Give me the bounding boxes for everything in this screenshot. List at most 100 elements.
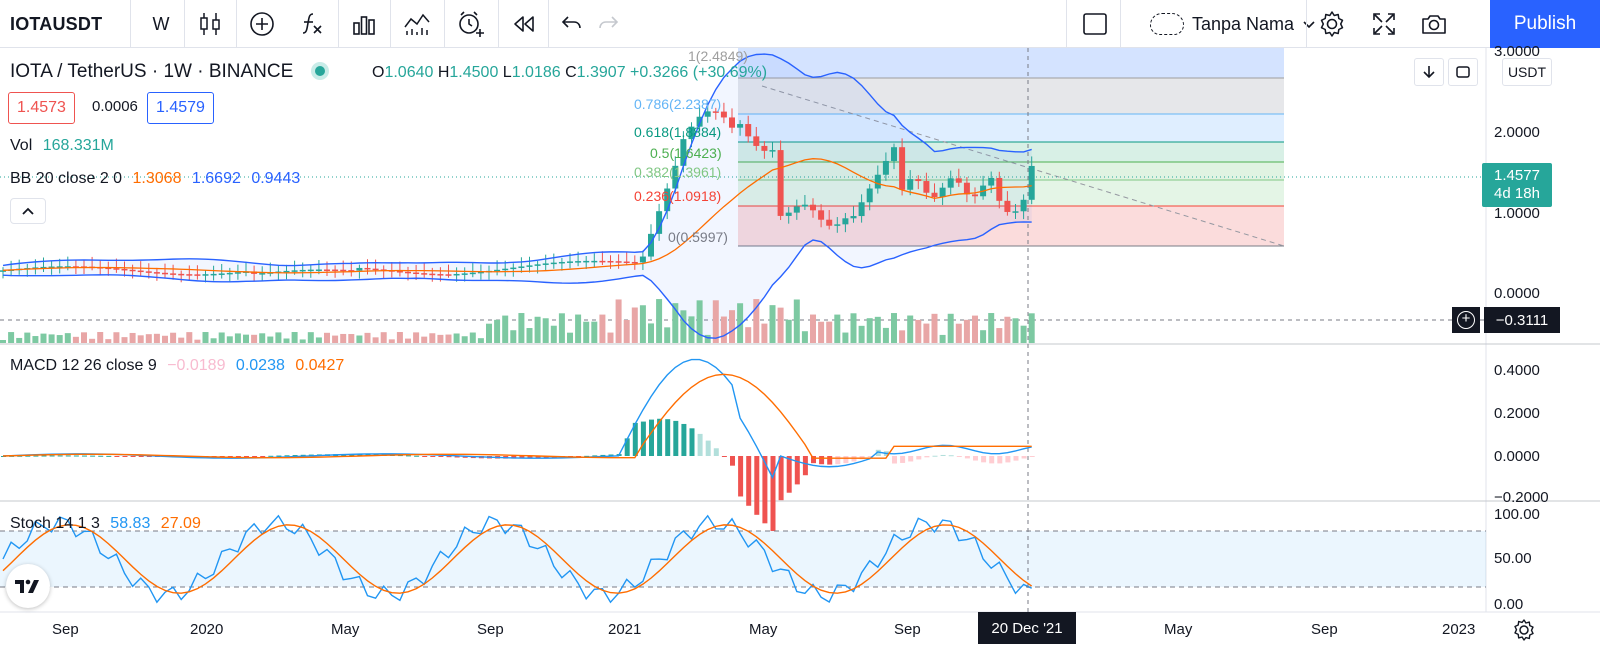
- macd-histogram-bar: [892, 456, 897, 464]
- fib-retracement[interactable]: [738, 48, 1285, 247]
- chart-type-button[interactable]: [188, 0, 232, 48]
- collapse-legend-button[interactable]: [10, 198, 46, 224]
- macd-histogram-bar: [349, 454, 355, 456]
- axis-settings-icon[interactable]: [1512, 618, 1536, 642]
- currency-button[interactable]: USDT: [1502, 58, 1552, 86]
- layout-button[interactable]: [1072, 0, 1118, 48]
- volume-bar: [283, 338, 290, 343]
- volume-bar: [243, 334, 249, 343]
- macd-axis-label: 0.4000: [1494, 362, 1540, 379]
- volume-bar: [923, 323, 930, 343]
- fib-label: 1(2.4849): [688, 48, 748, 64]
- macd-histogram-bar: [592, 455, 598, 457]
- reset-chart-button[interactable]: [1448, 58, 1478, 86]
- volume-bar: [753, 299, 760, 343]
- volume-bar: [16, 337, 23, 343]
- candle: [923, 181, 930, 193]
- chevron-down-icon: [1303, 21, 1315, 29]
- settings-button[interactable]: [1310, 0, 1354, 48]
- fib-zone: [738, 114, 1284, 142]
- macd-label: MACD 12 26 close 9: [10, 357, 157, 374]
- candle: [218, 273, 225, 275]
- volume-bar: [113, 332, 120, 343]
- volume-bar: [396, 332, 403, 343]
- redo-button[interactable]: [588, 0, 628, 48]
- volume-bar: [696, 300, 703, 343]
- candle: [113, 268, 120, 270]
- volume-bar: [931, 313, 938, 343]
- stoch-axis-label: 0.00: [1494, 596, 1524, 613]
- sell-button[interactable]: 1.4573: [8, 92, 75, 124]
- macd-histogram-bar: [138, 456, 144, 457]
- last-price-tag: 1.4577 4d 18h: [1482, 163, 1552, 207]
- macd-signal-line: [2, 373, 1032, 459]
- candle: [688, 126, 695, 140]
- add-order-button[interactable]: +: [1452, 307, 1480, 333]
- macd-legend[interactable]: MACD 12 26 close 9 −0.0189 0.0238 0.0427: [10, 357, 344, 375]
- add-indicator-button[interactable]: [240, 0, 284, 48]
- macd-histogram-bar: [357, 454, 363, 456]
- volume-bar: [874, 316, 881, 343]
- volume-bar: [720, 316, 727, 343]
- macd-histogram-bar: [90, 455, 96, 457]
- compare-button[interactable]: [394, 0, 440, 48]
- indicators-button[interactable]: [290, 0, 334, 48]
- close-key: C: [565, 64, 577, 81]
- undo-button[interactable]: [552, 0, 592, 48]
- replay-button[interactable]: [502, 0, 546, 48]
- macd-value: 0.0238: [235, 357, 285, 374]
- stoch-band: [0, 531, 1486, 587]
- volume-value: 168.331M: [42, 137, 114, 154]
- candle: [405, 271, 411, 274]
- market-status-icon: [315, 65, 326, 76]
- macd-histogram-bar: [65, 455, 71, 457]
- volume-bar: [97, 332, 104, 343]
- volume-bar: [89, 338, 96, 343]
- volume-bar: [737, 303, 744, 343]
- bb-legend[interactable]: BB 20 close 2 0 1.3068 1.6692 0.9443: [10, 170, 300, 188]
- macd-line: [2, 358, 1032, 480]
- candle: [656, 211, 663, 234]
- macd-histogram-bar: [98, 455, 104, 457]
- macd-histogram-bar: [284, 455, 290, 457]
- volume-bar: [421, 336, 428, 343]
- macd-histogram-bar: [608, 454, 614, 456]
- stoch-legend[interactable]: Stoch 14 1 3 58.83 27.09: [10, 515, 201, 533]
- candle: [445, 274, 452, 276]
- publish-button[interactable]: Publish: [1490, 0, 1600, 48]
- stoch-d-value: 27.09: [160, 515, 201, 532]
- fullscreen-button[interactable]: [1362, 0, 1406, 48]
- candle: [348, 270, 355, 272]
- fib-zone: [738, 78, 1284, 114]
- alert-button[interactable]: [448, 0, 494, 48]
- templates-button[interactable]: [342, 0, 386, 48]
- chart-canvas[interactable]: [0, 48, 1600, 666]
- volume-bar: [510, 330, 517, 343]
- tradingview-logo[interactable]: [6, 564, 50, 608]
- scroll-to-latest-button[interactable]: [1414, 58, 1444, 86]
- layout-name-button[interactable]: Tanpa Nama: [1150, 0, 1316, 48]
- candle: [105, 267, 112, 270]
- candle: [907, 179, 914, 190]
- symbol-search[interactable]: IOTAUSDT: [10, 13, 103, 34]
- volume-bar: [818, 321, 825, 343]
- volume-legend[interactable]: Vol 168.331M: [10, 137, 114, 155]
- interval-button[interactable]: W: [152, 13, 170, 34]
- macd-histogram-bar: [640, 421, 646, 456]
- snapshot-button[interactable]: [1412, 0, 1456, 48]
- volume-bar: [842, 332, 849, 343]
- settings-icon: [1320, 11, 1344, 37]
- candle: [793, 206, 800, 213]
- volume-bar: [534, 316, 541, 343]
- buy-button[interactable]: 1.4579: [147, 92, 214, 124]
- macd-histogram-bar: [73, 455, 79, 457]
- candle: [56, 266, 63, 268]
- macd-histogram-bar: [632, 422, 638, 456]
- candle: [421, 273, 428, 275]
- volume-bar: [607, 332, 614, 343]
- volume-bar: [656, 299, 663, 343]
- symbol-legend[interactable]: IOTA / TetherUS · 1W · BINANCE: [10, 61, 343, 83]
- candle: [704, 111, 711, 117]
- time-axis-label: Sep: [1311, 621, 1338, 638]
- candle: [324, 269, 330, 272]
